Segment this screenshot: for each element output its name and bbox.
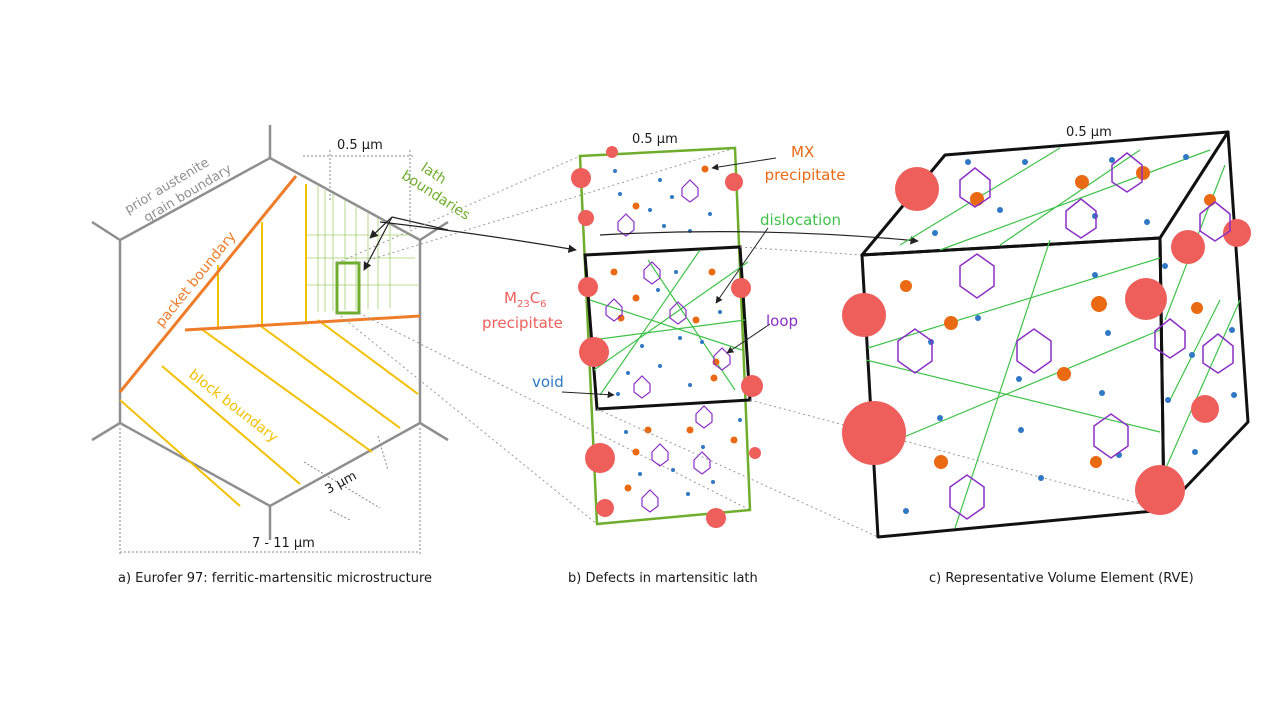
- panel-c: 0.5 µm c) Representative Volume Element …: [842, 125, 1251, 586]
- rve-dimension-label: 0.5 µm: [1066, 125, 1112, 140]
- packet-boundary-label: packet boundary: [153, 229, 240, 331]
- zoom-connectors-b-c: [596, 246, 1165, 538]
- zoom-arrow-b-c: [599, 231, 919, 245]
- lath-label-leaders: [363, 216, 449, 271]
- lath-boundary-lines: [305, 186, 418, 312]
- packet-boundaries: [118, 175, 421, 393]
- lath-boundaries-label: lath boundaries: [398, 153, 482, 223]
- rve-selection: [583, 245, 752, 411]
- panel-b-caption: b) Defects in martensitic lath: [568, 571, 758, 586]
- lath-dimension-label: 0.5 µm: [632, 132, 678, 147]
- lath-width-label: 0.5 µm: [337, 138, 383, 153]
- lath-outline: [578, 146, 752, 526]
- lath-dislocation-loops: [605, 179, 731, 513]
- dislocation-label: dislocation: [760, 211, 841, 229]
- grain-boundary-stubs: [91, 125, 449, 540]
- lath-leader-arrows: [561, 157, 777, 399]
- lath-voids: [613, 169, 742, 496]
- loop-label: loop: [766, 312, 798, 330]
- void-label: void: [532, 373, 564, 391]
- lath-width-dimension: [303, 150, 414, 230]
- panel-b: 0.5 µm MX precipitate dislocation M23C6 …: [482, 132, 845, 586]
- block-width-dimension: [303, 435, 389, 521]
- block-boundaries-lower: [119, 319, 419, 507]
- m23c6-label: M23C6 precipitate: [482, 289, 563, 332]
- lath-highlight-box: [335, 261, 361, 315]
- lath-m23c6-precipitates: [571, 146, 763, 528]
- grain-width-dimension: [119, 428, 421, 556]
- rve-mx-precipitates: [900, 166, 1216, 469]
- zoom-arrow-a-b: [379, 221, 577, 253]
- panel-a-caption: a) Eurofer 97: ferritic-martensitic micr…: [118, 571, 432, 586]
- block-boundaries-upper: [217, 184, 307, 330]
- zoom-connectors-a-b: [336, 147, 751, 525]
- block-boundary-label: block boundary: [186, 367, 281, 446]
- prior-austenite-label: prior austenite grain boundary: [122, 147, 234, 232]
- panel-c-caption: c) Representative Volume Element (RVE): [929, 571, 1194, 586]
- lath-mx-precipitates: [610, 165, 738, 492]
- rve-dislocation-loops: [897, 152, 1234, 520]
- rve-m23c6-precipitates: [842, 167, 1251, 515]
- mx-precipitate-label: MX precipitate: [765, 143, 846, 184]
- rve-dislocations: [865, 147, 1241, 529]
- panel-a: 0.5 µm 3 µm 7 - 11 µm prior austenite gr…: [91, 125, 482, 586]
- grain-width-label: 7 - 11 µm: [252, 536, 315, 551]
